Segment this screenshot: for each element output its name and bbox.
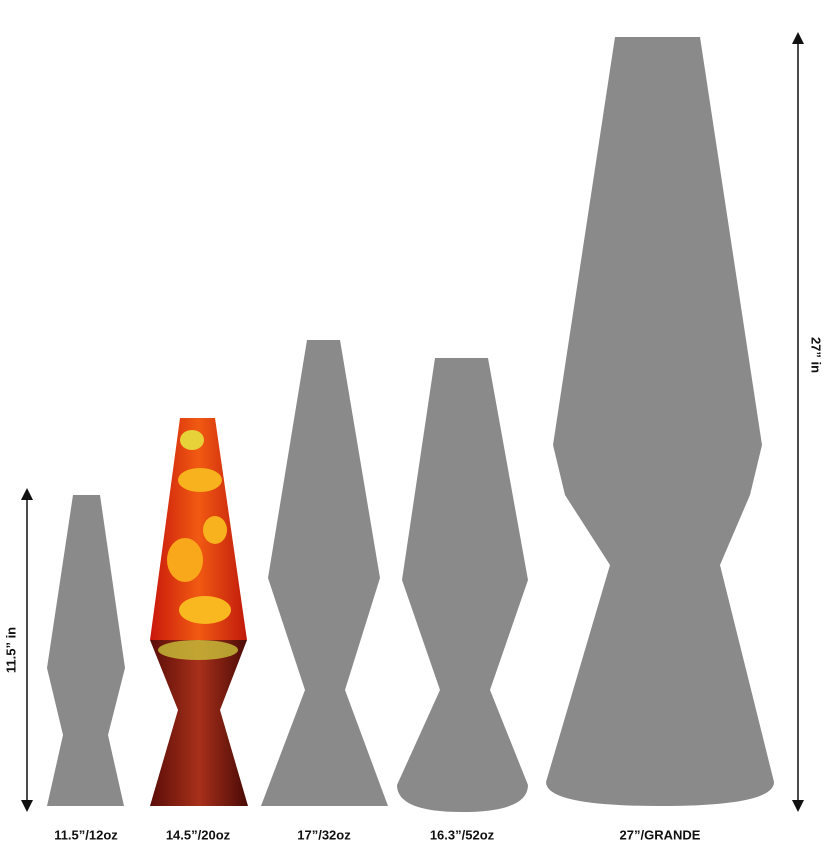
lamp-label: 27”/GRANDE — [620, 827, 701, 842]
lamp-silhouette — [261, 340, 388, 806]
lamp-silhouette — [397, 358, 528, 812]
lamp-label: 14.5”/20oz — [166, 827, 231, 842]
dimension-label: 11.5” in — [3, 627, 18, 673]
lamp-colored — [150, 418, 248, 806]
lamp-label: 11.5”/12oz — [54, 827, 118, 842]
lamp-label: 16.3”/52oz — [430, 827, 495, 842]
dimension-label: 27” in — [809, 337, 824, 373]
lamp-label: 17”/32oz — [297, 827, 351, 842]
lamp-silhouette — [47, 495, 125, 806]
lamp-silhouette — [546, 37, 774, 806]
